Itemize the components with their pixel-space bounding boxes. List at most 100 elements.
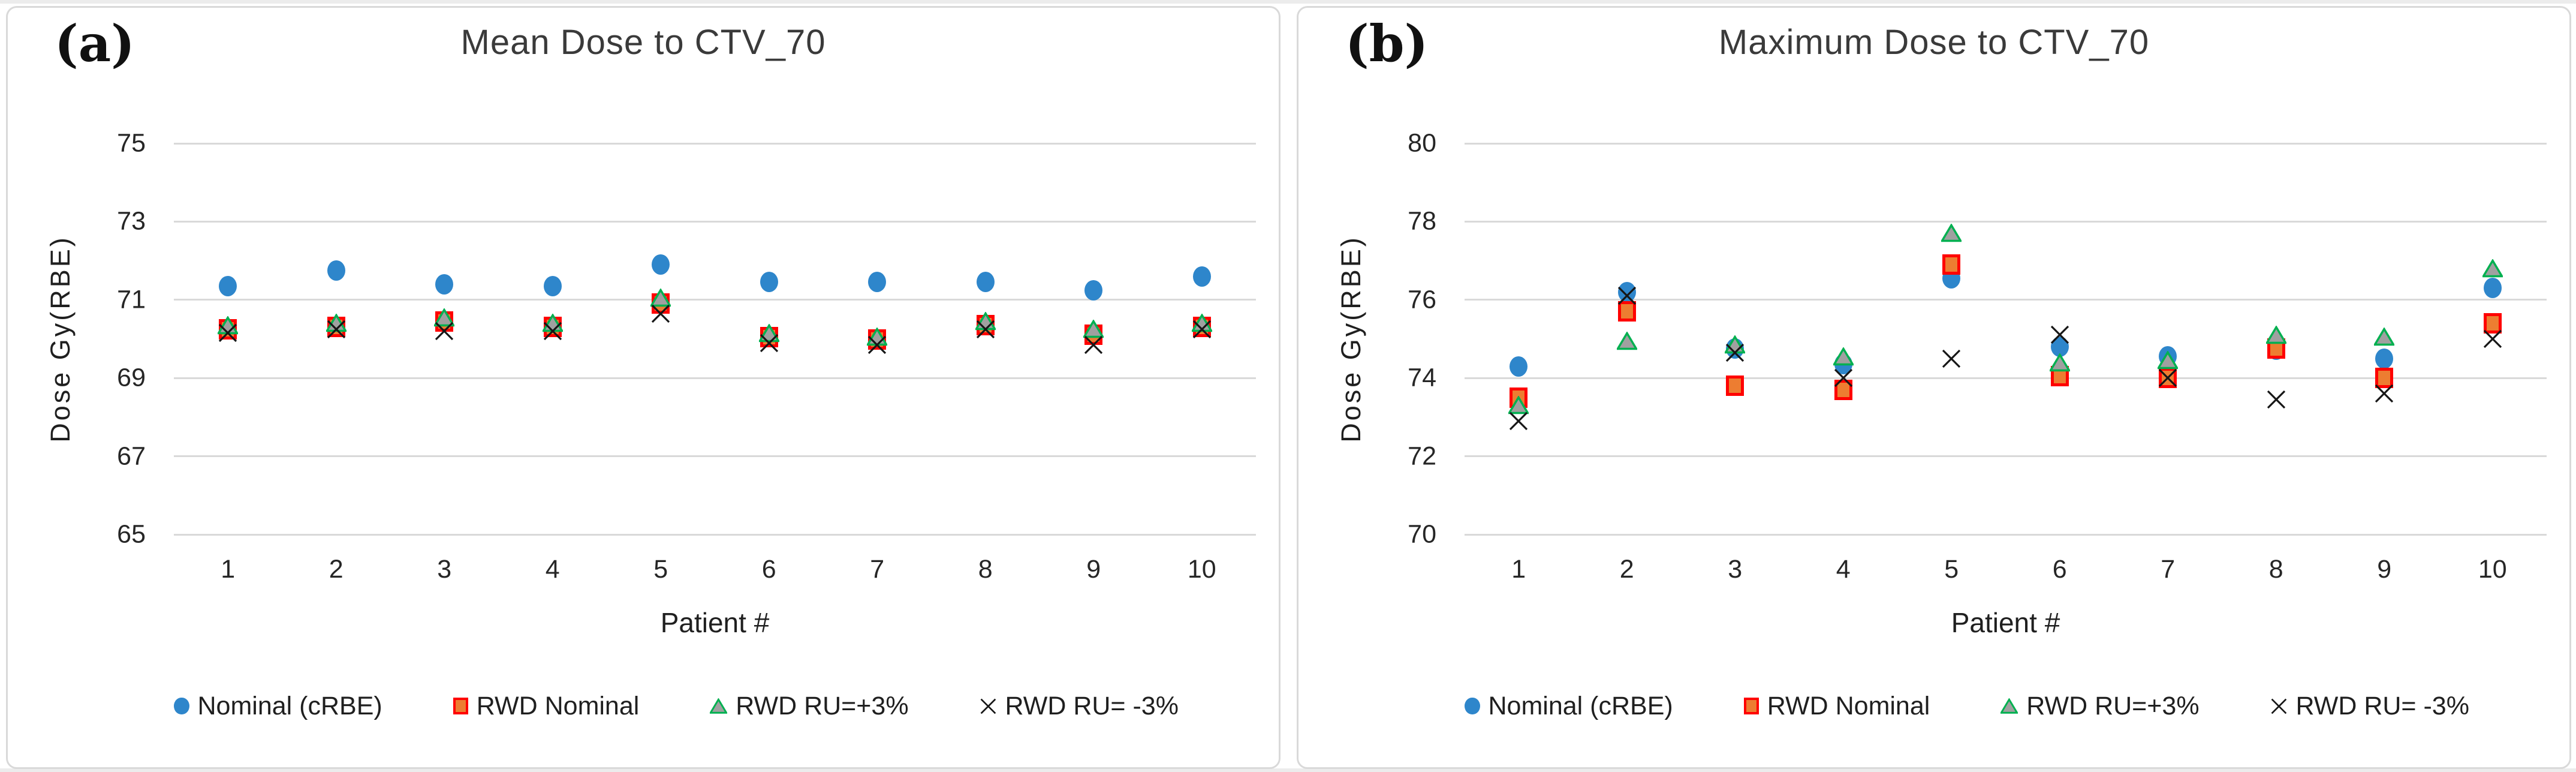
data-point (2374, 327, 2395, 347)
data-point (650, 254, 671, 275)
x-marker-icon (1084, 335, 1103, 354)
gridline (1465, 377, 2547, 379)
data-point (543, 275, 563, 296)
data-point (2374, 383, 2394, 404)
gridline (174, 299, 1256, 301)
triangle-marker-icon (2374, 328, 2395, 346)
data-point (650, 288, 671, 308)
square-marker-icon (1617, 301, 1636, 322)
circle-marker-icon (435, 274, 454, 295)
data-point (1617, 301, 1637, 322)
legend-item: Nominal (cRBE) (174, 692, 382, 721)
circle-marker-icon (2483, 278, 2502, 299)
triangle-marker-icon (2000, 698, 2018, 714)
data-point (1833, 346, 1854, 367)
x-marker-icon (327, 320, 345, 338)
x-tick-label: 8 (978, 555, 993, 584)
x-axis-ticks: 1 2 3 4 5 6 7 8 9 10 (174, 555, 1256, 588)
data-point (1941, 223, 1962, 244)
x-axis-ticks: 1 2 3 4 5 6 7 8 9 10 (1465, 555, 2547, 588)
page-top-edge (0, 0, 2576, 4)
gridline (174, 142, 1256, 145)
x-marker-icon (760, 334, 778, 352)
data-point (2266, 389, 2286, 410)
circle-marker-icon (1192, 266, 1211, 287)
data-point (2482, 259, 2503, 279)
circle-marker-icon (327, 260, 345, 281)
plot-area (174, 142, 1256, 536)
plot-area (1465, 142, 2547, 536)
square-marker-icon (2483, 313, 2502, 334)
chart-panel-a: (a) Mean Dose to CTV_70 Dose Gy(RBE) 75 7… (6, 6, 1281, 769)
x-tick-label: 6 (2052, 555, 2067, 584)
x-tick-label: 6 (761, 555, 776, 584)
circle-marker-icon (1510, 356, 1528, 377)
legend-label: RWD RU=+3% (2026, 691, 2200, 720)
data-point (2049, 352, 2070, 373)
circle-marker-icon (1617, 281, 1636, 302)
data-point (1083, 319, 1104, 340)
x-tick-label: 3 (1728, 555, 1743, 584)
legend-item: Nominal (cRBE) (1465, 692, 1673, 721)
y-axis-ticks: 80 78 76 74 72 70 (1322, 129, 1436, 549)
triangle-marker-icon (2482, 259, 2503, 278)
x-marker-icon (2483, 329, 2502, 349)
legend: Nominal (cRBE) RWD Nominal RWD RU=+3% RWD R… (174, 684, 1256, 728)
gridline (1465, 220, 2547, 223)
triangle-marker-icon (710, 698, 728, 714)
data-point (326, 319, 347, 340)
data-point (2050, 325, 2070, 345)
y-tick-label: 76 (1408, 285, 1436, 314)
gridline (1465, 299, 2547, 301)
data-point (434, 307, 455, 328)
gridline (1465, 455, 2547, 458)
x-marker-icon (2050, 326, 2069, 344)
square-marker-icon (1942, 254, 1961, 275)
square-marker-icon (453, 697, 468, 715)
data-point (2265, 325, 2286, 345)
circle-marker-icon (543, 275, 562, 296)
triangle-marker-icon (2265, 325, 2286, 344)
x-tick-label: 4 (545, 555, 560, 584)
x-marker-icon (2375, 385, 2394, 403)
square-marker-icon (1743, 697, 1759, 715)
data-point (1941, 349, 1962, 369)
circle-marker-icon (868, 272, 887, 293)
chart-title: Maximum Dose to CTV_70 (1718, 23, 2150, 62)
x-axis-title: Patient # (1951, 607, 2060, 638)
gridline (174, 455, 1256, 458)
data-point (650, 304, 671, 324)
y-tick-label: 72 (1408, 441, 1436, 471)
circle-marker-icon (652, 254, 670, 275)
data-point (867, 335, 887, 355)
data-point (218, 323, 238, 343)
data-point (1192, 319, 1212, 340)
x-tick-label: 3 (437, 555, 452, 584)
triangle-marker-icon (2049, 353, 2070, 371)
x-axis-title: Patient # (660, 607, 770, 638)
x-marker-icon (435, 322, 454, 341)
data-point (1616, 331, 1637, 351)
data-point (975, 272, 996, 293)
legend-label: Nominal (cRBE) (1488, 691, 1673, 720)
legend-label: RWD RU= -3% (2295, 691, 2469, 720)
x-tick-label: 9 (1086, 555, 1101, 584)
legend: Nominal (cRBE) RWD Nominal RWD RU=+3% RWD R… (1465, 684, 2547, 728)
triangle-marker-icon (2158, 351, 2179, 370)
x-marker-icon (1834, 369, 1852, 387)
x-tick-label: 5 (1944, 555, 1959, 584)
legend-label: RWD RU=+3% (736, 691, 909, 720)
y-tick-label: 73 (117, 206, 146, 236)
data-point (1617, 281, 1637, 302)
y-tick-label: 70 (1408, 519, 1436, 549)
panel-label-a: (a) (55, 14, 135, 73)
circle-marker-icon (219, 275, 237, 296)
data-point (1725, 343, 1745, 363)
y-tick-label: 75 (117, 128, 146, 158)
x-tick-label: 9 (2377, 555, 2392, 584)
chart-panel-b: (b) Maximum Dose to CTV_70 Dose Gy(RBE) … (1297, 6, 2571, 769)
x-marker-icon (2267, 390, 2285, 409)
x-marker-icon (980, 698, 996, 714)
data-point (434, 274, 454, 295)
x-marker-icon (976, 320, 995, 338)
